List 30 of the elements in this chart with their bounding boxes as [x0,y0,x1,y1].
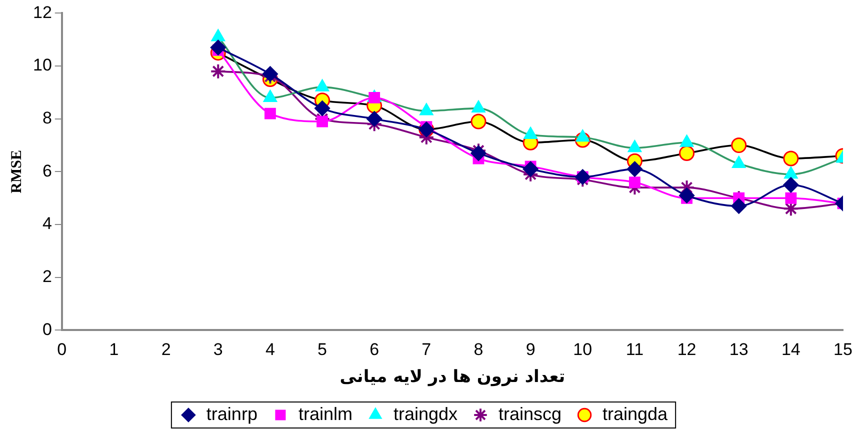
x-tick-label: 10 [573,340,592,360]
x-tick-label: 15 [834,340,852,360]
legend-label: trainscg [498,404,562,424]
y-tick-label: 4 [42,214,52,234]
x-tick-label: 11 [626,340,644,360]
y-tick-label: 10 [32,56,52,75]
x-tick-label: 13 [729,340,748,360]
x-tick-label: 2 [161,340,171,360]
legend-label: trainrp [206,404,258,424]
x-tick-label: 9 [526,340,536,360]
y-tick-label: 12 [32,2,52,22]
x-tick-label: 7 [422,340,432,360]
x-tick-label: 12 [677,340,696,360]
x-tick-label: 3 [213,340,223,360]
y-tick-label: 0 [42,320,52,339]
x-tick-label: 5 [318,340,328,360]
x-tick-label: 6 [370,340,380,360]
x-tick-label: 0 [57,340,67,360]
y-tick-label: 8 [42,108,52,128]
x-tick-label: 4 [265,340,275,360]
legend-label: traingda [602,404,669,424]
x-tick-label: 14 [781,340,800,360]
x-tick-label: 1 [109,340,119,360]
legend-label: traingdx [393,404,458,424]
legend-label: trainlm [298,404,352,424]
y-axis-title: RMSE [8,150,25,194]
y-tick-label: 6 [42,161,52,180]
y-tick-label: 2 [42,267,52,286]
x-axis-title: تعداد نرون ها در لایه میانی [340,367,566,388]
x-tick-label: 8 [474,340,484,360]
